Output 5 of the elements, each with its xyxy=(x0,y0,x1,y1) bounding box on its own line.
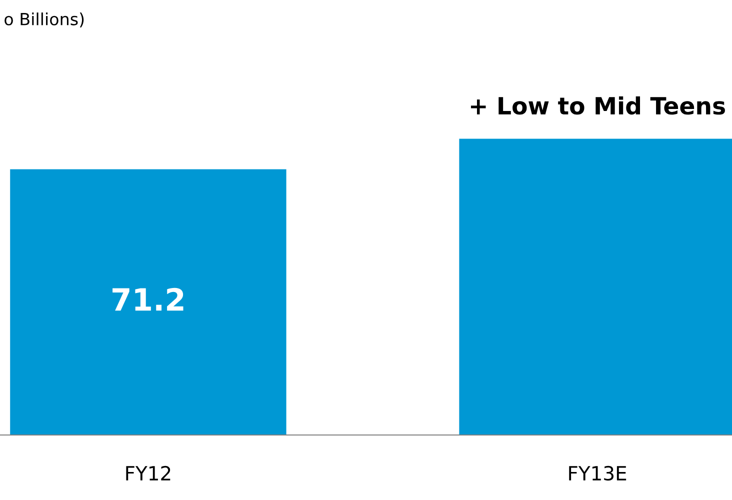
chart-title: o Billions) xyxy=(4,12,84,28)
data-label: 71.2 xyxy=(112,288,184,311)
x-tick-label: FY12 xyxy=(126,466,170,480)
x-tick-label: FY13E xyxy=(569,466,626,481)
annotation: + Low to Mid Teens xyxy=(470,96,725,115)
